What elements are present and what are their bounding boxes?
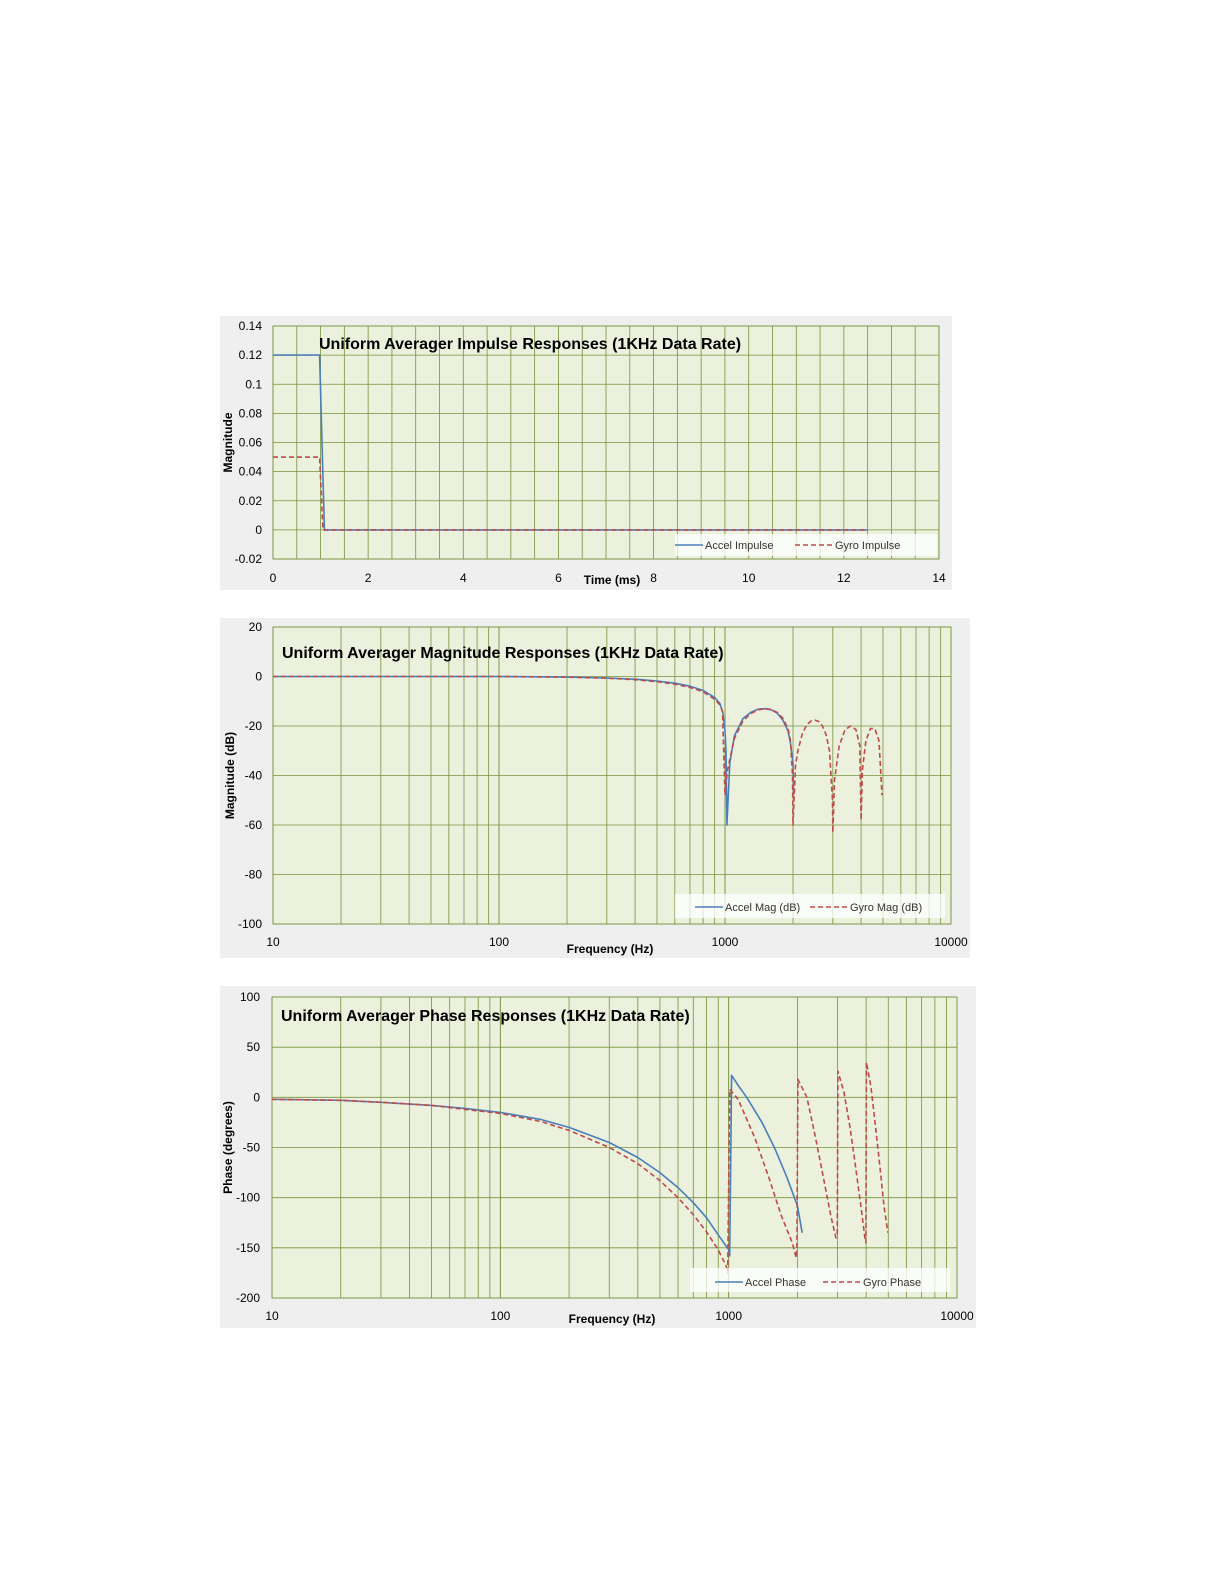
x-tick-label: 14 [932, 571, 946, 585]
y-axis-label: Magnitude [221, 412, 235, 472]
x-tick-label: 6 [555, 571, 562, 585]
y-tick-label: -100 [238, 917, 262, 931]
x-tick-label: 10000 [940, 1309, 974, 1323]
y-tick-label: 0.12 [239, 348, 263, 362]
chart-title: Uniform Averager Impulse Responses (1KHz… [319, 336, 741, 353]
x-tick-label: 100 [489, 935, 509, 949]
accel-series-line [273, 675, 795, 826]
x-tick-label: 12 [837, 571, 851, 585]
x-tick-label: 0 [270, 571, 277, 585]
y-tick-label: -80 [245, 868, 263, 882]
y-tick-label: -0.02 [235, 552, 263, 566]
gyro-series-line [273, 675, 883, 834]
y-tick-label: 0.02 [239, 494, 263, 508]
y-tick-label: -150 [236, 1241, 260, 1255]
x-axis-label: Time (ms) [584, 573, 640, 587]
y-tick-label: 0.08 [239, 406, 263, 420]
y-tick-label: -40 [245, 769, 263, 783]
legend-gyro-label: Gyro Mag (dB) [850, 902, 922, 914]
gyro-series-line [271, 1061, 889, 1274]
magnitude-chart: -100 -80 -60 -40 -20 0 20 10 100 1000 10000 Frequen… [220, 618, 970, 958]
x-tick-label: 10 [265, 1309, 279, 1323]
legend-background [690, 1268, 950, 1292]
phase-chart-svg: -200 -150 -100 -50 0 50 100 10 100 1000 10000 Frequ… [221, 990, 974, 1326]
plot-border [272, 325, 940, 560]
y-axis-label: Magnitude (dB) [223, 732, 237, 819]
y-tick-label: -100 [236, 1191, 260, 1205]
x-axis-label: Frequency (Hz) [569, 1312, 656, 1326]
phase-chart: -200 -150 -100 -50 0 50 100 10 100 1000 10000 Frequ… [220, 986, 976, 1328]
x-tick-label: 8 [650, 571, 657, 585]
y-tick-label: -20 [245, 719, 263, 733]
y-tick-label: -60 [245, 818, 263, 832]
y-tick-label: -200 [236, 1291, 260, 1305]
legend-accel-label: Accel Impulse [705, 540, 773, 552]
y-tick-label: 0 [255, 670, 262, 684]
y-tick-label: 0.1 [245, 377, 262, 391]
legend-gyro-label: Gyro Impulse [835, 540, 900, 552]
legend-accel-label: Accel Phase [745, 1277, 806, 1289]
chart-title: Uniform Averager Phase Responses (1KHz D… [281, 1008, 690, 1025]
legend-accel-label: Accel Mag (dB) [725, 902, 800, 914]
y-tick-label: 0.04 [239, 465, 263, 479]
plot-border [272, 626, 952, 925]
y-tick-label: 50 [247, 1040, 261, 1054]
impulse-chart-svg: -0.02 0 0.02 0.04 0.06 0.08 0.1 0.12 0.14 0 2 4 6 8 10… [221, 319, 946, 587]
x-tick-label: 10000 [934, 935, 968, 949]
x-tick-label: 10 [742, 571, 756, 585]
magnitude-chart-svg: -100 -80 -60 -40 -20 0 20 10 100 1000 10000 Frequen… [223, 620, 968, 956]
x-tick-label: 2 [365, 571, 372, 585]
x-tick-label: 100 [490, 1309, 510, 1323]
chart-title: Uniform Averager Magnitude Responses (1K… [282, 645, 724, 662]
x-tick-label: 4 [460, 571, 467, 585]
impulse-chart: -0.02 0 0.02 0.04 0.06 0.08 0.1 0.12 0.14 0 2 4 6 8 10… [220, 316, 952, 590]
y-tick-label: -50 [243, 1141, 261, 1155]
accel-series-line [271, 1074, 803, 1257]
y-tick-label: 0.14 [239, 319, 263, 333]
y-tick-label: 20 [249, 620, 263, 634]
legend-background [675, 894, 945, 918]
y-tick-label: 0.06 [239, 436, 263, 450]
y-tick-label: 0 [255, 523, 262, 537]
x-tick-label: 10 [266, 935, 280, 949]
x-tick-label: 1000 [715, 1309, 742, 1323]
x-axis-label: Frequency (Hz) [567, 942, 654, 956]
plot-border [271, 996, 958, 1299]
x-tick-label: 1000 [712, 935, 739, 949]
y-axis-label: Phase (degrees) [221, 1101, 235, 1194]
y-tick-label: 100 [240, 990, 260, 1004]
y-tick-label: 0 [253, 1090, 260, 1104]
legend-gyro-label: Gyro Phase [863, 1277, 921, 1289]
